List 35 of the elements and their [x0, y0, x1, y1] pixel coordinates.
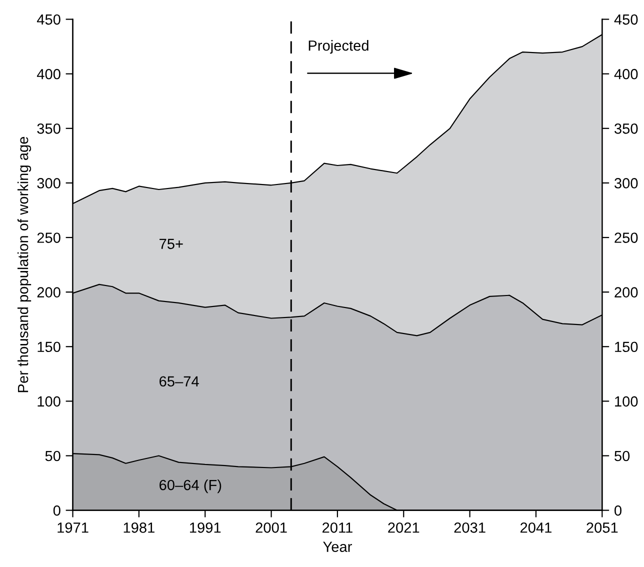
series-label: 75+: [160, 238, 183, 250]
x-axis-title: Year: [323, 542, 352, 552]
y-tick-label: 200: [37, 287, 60, 298]
y2-tick-label: 100: [615, 396, 638, 407]
y2-tick-label: 300: [614, 178, 638, 188]
y-axis-title: Per thousand population of working age: [17, 136, 32, 392]
y-tick-label: 350: [37, 123, 60, 134]
x-tick-label: 2021: [388, 522, 420, 533]
y-tick-label: 450: [36, 14, 60, 25]
x-tick-label: 2041: [520, 522, 552, 533]
x-tick-label: 2001: [256, 522, 287, 533]
y-tick-label: 50: [45, 450, 60, 462]
x-tick-label: 2031: [454, 522, 486, 533]
y2-tick-label: 400: [614, 68, 638, 80]
x-tick-label: 2011: [322, 522, 352, 533]
y2-tick-label: 350: [614, 123, 638, 134]
x-tick-label: 1981: [124, 522, 154, 533]
y-tick-label: 250: [37, 232, 60, 243]
y-tick-label: 400: [36, 68, 60, 80]
y-tick-label: 0: [53, 505, 60, 516]
series-label: 60–64 (F): [160, 479, 222, 494]
y2-tick-label: 250: [614, 232, 638, 243]
y2-tick-label: 450: [614, 14, 638, 25]
ref-line-label: Projected: [308, 40, 368, 54]
y-tick-label: 150: [38, 342, 60, 352]
y2-tick-label: 50: [614, 450, 630, 462]
x-tick-label: 1991: [190, 522, 221, 533]
x-tick-label: 1971: [58, 522, 88, 533]
y-tick-label: 100: [38, 396, 60, 407]
x-tick-label: 2051: [586, 522, 618, 533]
series-label: 65–74: [160, 376, 199, 387]
y2-tick-label: 150: [615, 342, 638, 352]
y-tick-label: 300: [37, 178, 60, 188]
y2-tick-label: 0: [614, 505, 622, 516]
y2-tick-label: 200: [614, 287, 638, 298]
